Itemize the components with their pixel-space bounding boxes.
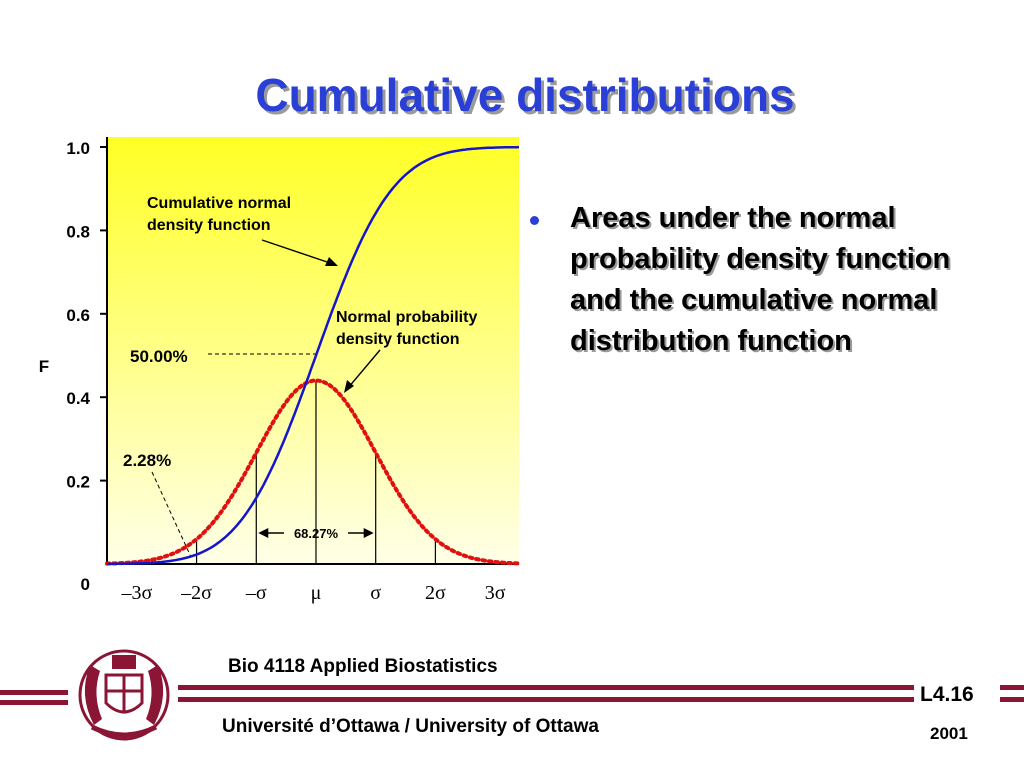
pdf-curve — [105, 378, 521, 566]
y-tick-label: 0.4 — [66, 389, 90, 408]
pdf-label-line2: density function — [336, 331, 460, 348]
bullet-dot-icon — [530, 216, 539, 225]
x-tick-label: σ — [370, 582, 381, 604]
y-tick-label: 1.0 — [66, 139, 90, 158]
footer-rule-middle — [178, 697, 914, 702]
pdf-label-line1: Normal probability — [336, 309, 477, 326]
footer-rule-middle — [178, 685, 914, 690]
range-label: 68.27% — [294, 526, 339, 541]
cdf-label-arrowhead — [325, 257, 338, 266]
chart: 0 0.2 0.4 0.6 0.8 1.0 F –3σ –2σ –σ μ σ 2σ 3σ 68.27% 50… — [39, 137, 521, 604]
x-tick-label: –σ — [245, 582, 267, 604]
bullet-point: Areas under the normal probability densi… — [530, 198, 970, 362]
range-arrowhead-left — [258, 528, 269, 538]
range-arrowhead-right — [363, 528, 374, 538]
x-tick-label: 3σ — [485, 582, 506, 604]
chart-marks — [151, 239, 437, 564]
fifty-percent-label: 50.00% — [130, 347, 188, 366]
pdf-label-arrowhead — [344, 380, 354, 393]
two-percent-leader — [151, 471, 192, 557]
cdf-label-line2: density function — [147, 217, 271, 234]
bullet-text: Areas under the normal probability densi… — [570, 202, 951, 357]
university-name: Université d’Ottawa / University of Otta… — [222, 716, 599, 737]
footer-rule-left-short — [0, 690, 68, 695]
cdf-curve — [107, 145, 520, 566]
pdf-label-arrow — [347, 349, 381, 389]
x-tick-label: –2σ — [180, 582, 212, 604]
slide-number: L4.16 — [920, 683, 974, 706]
axes: 0 0.2 0.4 0.6 0.8 1.0 F –3σ –2σ –σ μ σ 2σ 3σ — [39, 137, 519, 604]
y-tick-label: 0.6 — [66, 306, 90, 325]
footer-rule-right-short — [1000, 685, 1024, 690]
plot-area — [107, 137, 519, 564]
cdf-label-arrow — [261, 239, 334, 265]
y-axis-title: F — [39, 357, 49, 376]
footer-rule-right-short — [1000, 697, 1024, 702]
university-crest-icon — [78, 649, 170, 741]
y-tick-label: 0.2 — [66, 473, 90, 492]
course-name: Bio 4118 Applied Biostatistics — [228, 656, 498, 677]
slide-year: 2001 — [930, 724, 968, 743]
x-tick-label: –3σ — [120, 582, 152, 604]
footer-rule-left-short — [0, 700, 68, 705]
x-tick-label: 2σ — [425, 582, 446, 604]
y-tick-label: 0 — [81, 575, 90, 594]
x-tick-label: μ — [311, 582, 322, 604]
chart-labels: 68.27% 50.00% 2.28% Cumulative normal densit… — [123, 195, 477, 541]
cdf-label-line1: Cumulative normal — [147, 195, 291, 212]
two-percent-label: 2.28% — [123, 451, 171, 470]
y-tick-label: 0.8 — [66, 222, 90, 241]
slide-title: Cumulative distributions — [255, 69, 795, 121]
